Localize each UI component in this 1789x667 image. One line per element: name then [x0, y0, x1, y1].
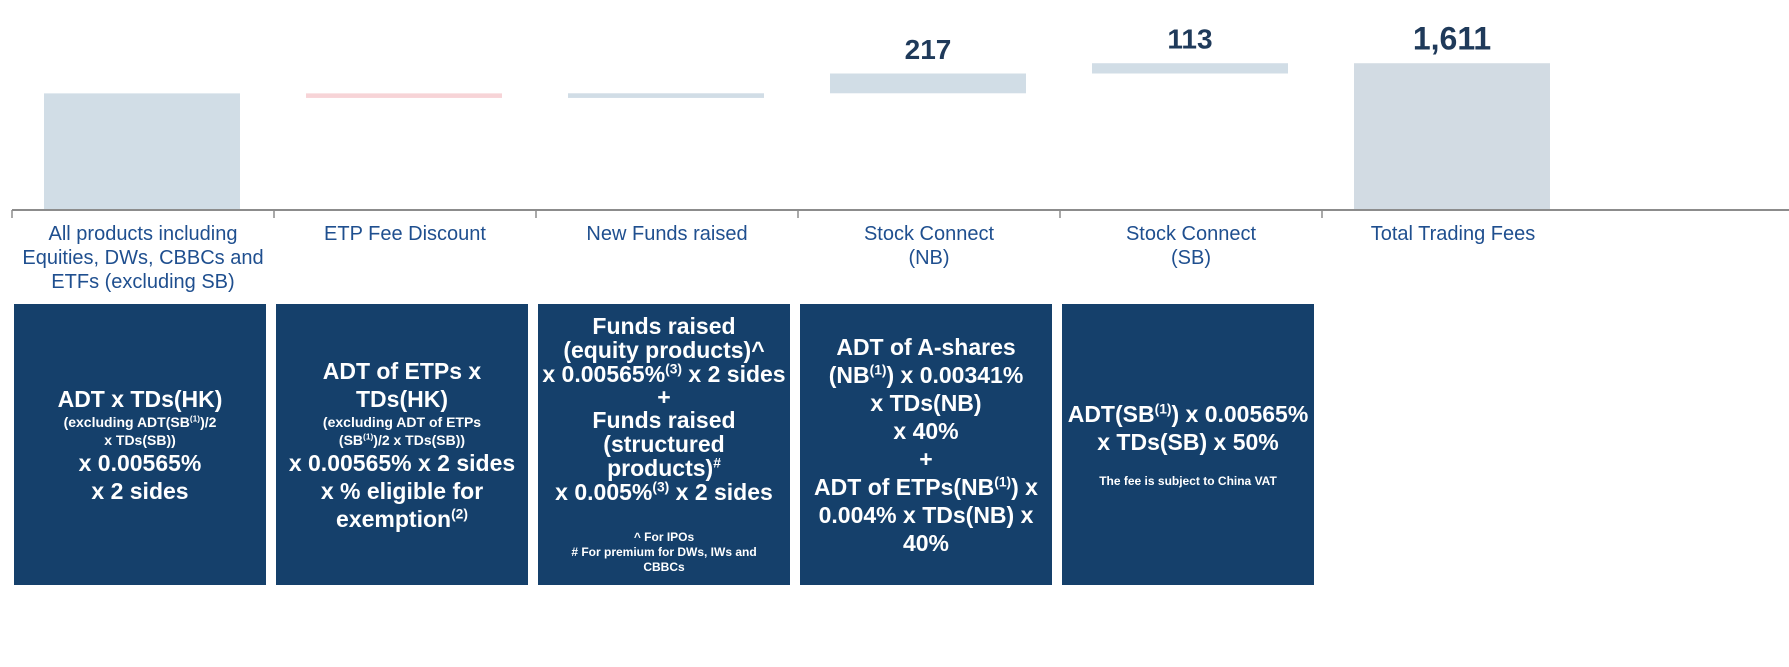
formula-box: ADT x TDs(HK) (excluding ADT(SB(1))/2 x …	[14, 304, 266, 585]
value-label: 217	[905, 34, 952, 65]
note-text: CBBCs	[643, 560, 685, 574]
formula-sup: (1)	[994, 473, 1012, 489]
formula-text: x 0.00565%	[78, 449, 202, 476]
formula-text: x TDs(NB)	[870, 389, 982, 416]
formula-sup: (2)	[451, 505, 468, 521]
category-label: Total Trading Fees	[1370, 223, 1536, 245]
formula-text: x 2 sides	[669, 479, 773, 505]
formula-text: exemption	[336, 505, 452, 532]
category-label: New Funds raised	[586, 223, 748, 245]
formula-text: Funds raised	[592, 313, 736, 339]
formula-sup: (3)	[652, 479, 670, 495]
formula-text: (SB	[338, 431, 364, 448]
formula-box: ADT of A-shares (NB(1)) x 0.00341% x TDs…	[800, 304, 1052, 585]
formula-text: ADT of ETPs x	[322, 357, 482, 384]
formula-text: (structured	[603, 431, 725, 457]
formula-box: ADT of ETPs x TDs(HK) (excluding ADT of …	[276, 304, 528, 585]
formula-text: ADT of ETPs(NB	[814, 473, 995, 500]
formula-text: (equity products)^	[563, 337, 765, 363]
formula-text: x 40%	[893, 417, 959, 444]
formula-text: TDs(HK)	[356, 385, 448, 412]
category-label: ETP Fee Discount	[324, 223, 486, 245]
formula-text: ADT x TDs(HK)	[57, 385, 223, 412]
formula-text: x 0.00565% x 2 sides	[288, 449, 516, 476]
formula-sup: (1)	[189, 412, 201, 423]
formula-text: Funds raised	[592, 407, 736, 433]
bar	[830, 73, 1026, 94]
note-text: # For premium for DWs, IWs and	[571, 545, 757, 559]
category-label: Stock Connect (SB)	[1125, 223, 1257, 269]
formula-text: x 0.00565%	[542, 361, 666, 387]
formula-sup: (1)	[1154, 401, 1172, 417]
formula-text: ADT(SB	[1067, 401, 1155, 427]
note-text: ^ For IPOs	[633, 530, 695, 544]
category-label: All products including Equities, DWs, CB…	[22, 223, 264, 293]
formula-text: +	[919, 445, 933, 472]
formula-text: (excluding ADT(SB	[63, 413, 190, 430]
value-label: 1,611	[1413, 21, 1491, 57]
formula-text: x TDs(SB))	[104, 431, 176, 448]
bar	[1092, 63, 1288, 74]
formula-text: (excluding ADT of ETPs	[322, 413, 482, 430]
formula-sup: #	[713, 455, 721, 471]
bar	[44, 93, 240, 210]
formula-text: x 2 sides	[91, 477, 189, 504]
formula-text: )/2	[200, 413, 217, 430]
bar	[568, 93, 764, 98]
formula-text: ) x 0.00341%	[886, 361, 1024, 388]
category-label: Stock Connect (NB)	[863, 223, 995, 269]
formula-box: Funds raised (equity products)^ x 0.0056…	[538, 304, 790, 585]
formula-text: (NB	[828, 361, 870, 388]
formula-sup: (3)	[665, 361, 683, 377]
formula-text: +	[657, 384, 671, 410]
bar	[1354, 63, 1550, 210]
formula-text: 0.004% x TDs(NB) x	[818, 501, 1034, 528]
formula-box: ADT(SB(1)) x 0.00565% x TDs(SB) x 50% Th…	[1062, 304, 1314, 585]
formula-text: ) x 0.00565%	[1171, 401, 1309, 427]
formula-text: 40%	[902, 529, 950, 556]
formula-text: products)	[607, 455, 714, 481]
formula-text: x TDs(SB) x 50%	[1097, 429, 1279, 455]
value-label: 113	[1167, 24, 1212, 55]
bar	[306, 93, 502, 98]
formula-text: x 0.005%	[555, 479, 653, 505]
formula-sup: (1)	[869, 361, 887, 377]
formula-text: ) x	[1011, 473, 1038, 500]
formula-text: ADT of A-shares	[836, 333, 1016, 360]
formula-text: x 2 sides	[682, 361, 786, 387]
formula-sup: (1)	[363, 430, 374, 441]
formula-text: x % eligible for	[320, 477, 484, 504]
note-text: The fee is subject to China VAT	[1099, 474, 1277, 488]
formula-text: )/2 x TDs(SB))	[373, 431, 466, 448]
